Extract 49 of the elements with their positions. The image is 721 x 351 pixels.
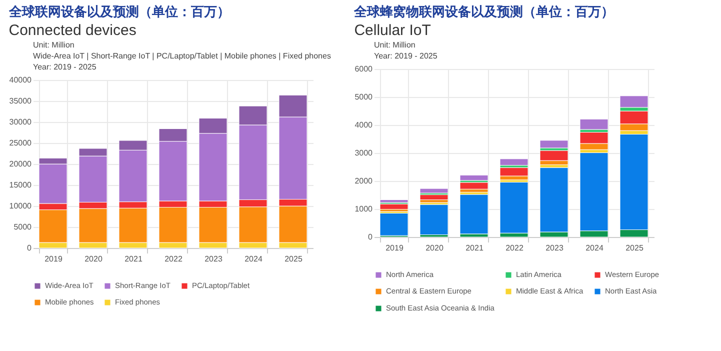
x-tick-label: 2025 [626, 244, 644, 252]
x-tick-label: 2022 [164, 254, 183, 264]
y-tick-label: 0 [368, 232, 374, 242]
x-tick-label: 2024 [244, 254, 263, 264]
y-tick-label: 1000 [354, 204, 374, 214]
bar [500, 167, 528, 176]
y-tick-label: 6000 [354, 64, 374, 74]
y-tick-label: 20000 [9, 160, 32, 168]
y-tick-label: 35000 [9, 96, 32, 106]
y-tick-label: 4000 [354, 120, 374, 130]
chart-subtitle: Connected devices [8, 22, 136, 39]
chart-subtitle: Cellular IoT [354, 22, 431, 39]
x-tick-label: 2020 [84, 254, 103, 264]
y-tick-label: 5000 [354, 92, 374, 102]
x-tick-label: 2024 [586, 244, 604, 252]
text: Year: 2019 - 2025 [33, 62, 97, 72]
bar [420, 204, 448, 236]
bar [500, 182, 528, 234]
text: Unit: Million [374, 40, 416, 50]
x-tick-label: 2022 [506, 244, 524, 252]
text: Wide-Area IoT | Short-Range IoT | PC/Laptop/Tablet | Mobile phones | Fixed phones [33, 52, 331, 60]
bar [540, 140, 568, 148]
text: Unit: Million [33, 40, 74, 50]
chart-title: 全球联网设备以及预测（单位：百万） [8, 4, 230, 19]
y-tick-label: 3000 [354, 148, 374, 158]
y-tick-label: 40000 [9, 76, 32, 84]
y-tick-label: 15000 [9, 180, 32, 190]
bar [580, 118, 608, 130]
x-tick-label: 2019 [386, 244, 404, 252]
text: Year: 2019 - 2025 [374, 52, 438, 60]
bar [380, 212, 408, 236]
y-tick-label: 30000 [9, 118, 32, 126]
bar [540, 150, 568, 161]
y-tick-label: 0 [27, 244, 32, 252]
bar [620, 96, 648, 108]
x-tick-label: 2025 [284, 254, 303, 264]
chart-title: 全球蜂窝物联网设备以及预测（单位：百万） [353, 4, 614, 19]
y-tick-label: 10000 [9, 202, 32, 210]
x-tick-label: 2021 [124, 254, 143, 264]
y-tick-label: 25000 [9, 138, 32, 148]
x-tick-label: 2023 [204, 254, 223, 264]
bar [500, 158, 528, 166]
x-tick-label: 2020 [426, 244, 444, 252]
y-tick-label: 2000 [354, 176, 374, 186]
y-tick-label: 5000 [14, 222, 32, 232]
x-tick-label: 2019 [44, 254, 63, 264]
bar [460, 194, 488, 234]
x-tick-label: 2023 [546, 244, 564, 252]
x-tick-label: 2021 [466, 244, 484, 252]
